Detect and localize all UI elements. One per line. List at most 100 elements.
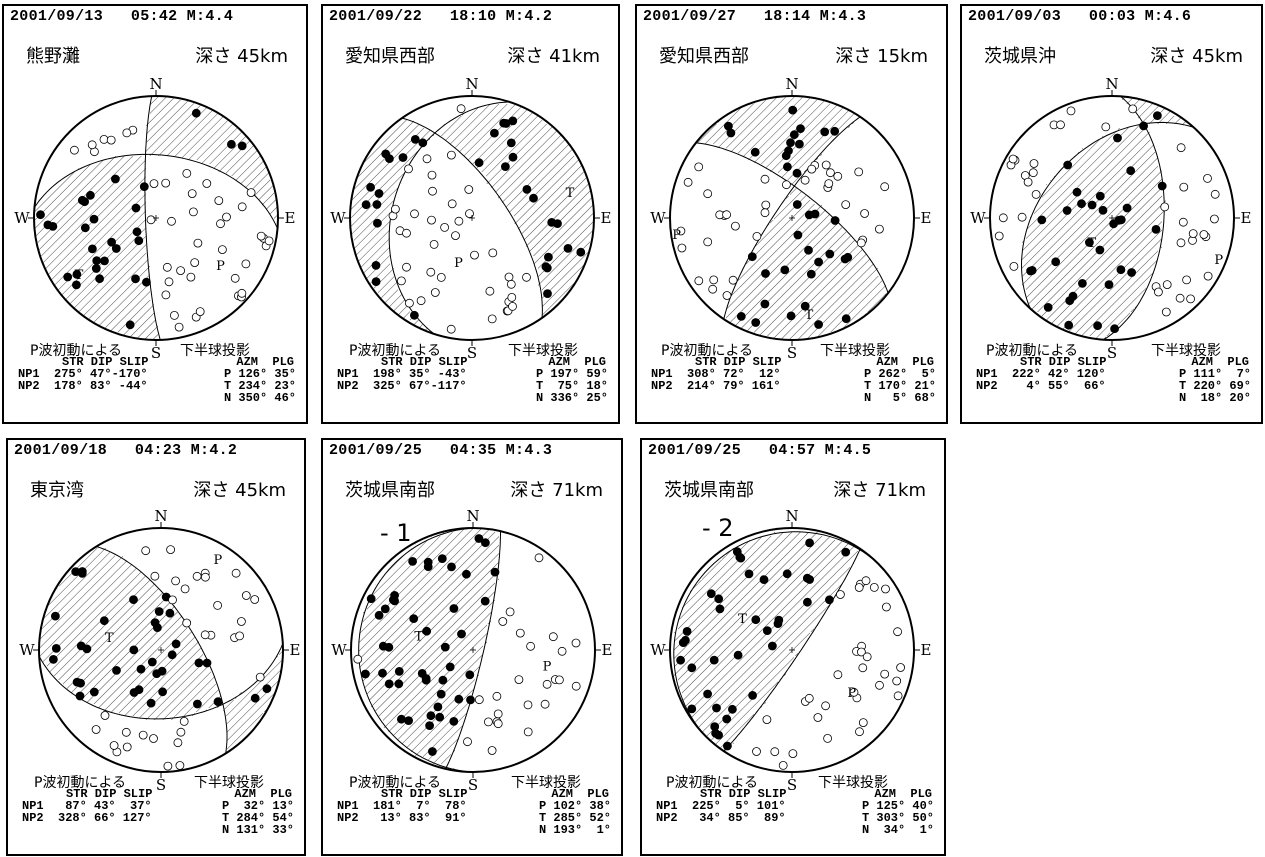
compression-dot [500, 162, 510, 172]
dilatation-dot [722, 291, 732, 300]
t-axis-label: T [566, 186, 575, 201]
dilatation-dot [237, 202, 247, 212]
dilatation-dot [752, 747, 761, 756]
compression-dot [384, 154, 394, 164]
dilatation-dot [1203, 271, 1213, 281]
compression-dot [759, 575, 769, 584]
axis-header: AZM PLG [874, 787, 932, 801]
compression-dot [425, 721, 435, 730]
compression-dot [841, 314, 851, 324]
compression-dot [147, 657, 157, 667]
east-label: E [602, 641, 613, 659]
compression-dot [542, 263, 552, 273]
dilatation-dot [788, 749, 798, 758]
depth-label: 深さ 15km [835, 46, 928, 67]
dilatation-dot [163, 761, 173, 771]
compression-dot [840, 254, 850, 264]
compression-dot [165, 608, 175, 618]
dilatation-dot [858, 718, 868, 727]
dilatation-dot [557, 646, 567, 656]
dilatation-dot [861, 576, 871, 586]
location-label: 茨城県南部 [345, 480, 435, 501]
compression-dot [1095, 191, 1105, 201]
dilatation-dot [1182, 275, 1191, 285]
p-axis-label: P [1214, 253, 1223, 268]
compression-dot [747, 252, 757, 262]
compression-dot [43, 220, 53, 230]
compression-dot [378, 668, 387, 678]
compression-dot [678, 638, 688, 647]
compression-dot [543, 289, 552, 299]
compression-dot [489, 128, 499, 138]
compression-dot [111, 244, 121, 253]
compression-dot [1065, 296, 1075, 306]
compression-dot [723, 741, 732, 751]
compression-dot [92, 256, 102, 266]
dilatation-dot [833, 670, 843, 680]
dilatation-dot [821, 160, 831, 170]
p-axis-values: P 111° 7° [1178, 367, 1251, 381]
dilatation-dot [823, 734, 832, 743]
compression-dot [167, 650, 177, 660]
dilatation-dot [571, 681, 581, 691]
axis-header: AZM PLG [876, 355, 934, 369]
dilatation-dot [440, 222, 450, 232]
compression-dot [91, 264, 101, 273]
compression-dot [371, 277, 381, 287]
dilatation-dot [694, 276, 704, 286]
dilatation-dot [422, 154, 432, 164]
np2-label: NP2 [337, 379, 359, 393]
np2-label: NP2 [22, 811, 44, 825]
compression-dot [1064, 320, 1074, 330]
dilatation-dot [122, 742, 132, 752]
np1-values: 198° 35° -43° [373, 367, 467, 381]
compression-dot [1043, 302, 1053, 312]
compression-dot [36, 210, 45, 220]
dilatation-dot [761, 200, 771, 210]
np2-values: 328° 66° 127° [58, 811, 152, 825]
compression-dot [112, 666, 121, 675]
p-axis-label: P [543, 660, 552, 675]
p-axis-values: P 126° 35° [223, 367, 296, 381]
t-axis-values: T 284° 54° [221, 811, 294, 825]
projection-label: 下半球投影 [818, 775, 888, 791]
dilatation-dot [1154, 287, 1163, 297]
dilatation-dot [1176, 238, 1186, 248]
table-header: STR DIP SLIP [1020, 355, 1107, 369]
west-label: W [19, 641, 35, 659]
np2-label: NP2 [18, 379, 40, 393]
t-axis-values: T 220° 69° [1178, 379, 1251, 393]
dilatation-dot [180, 584, 190, 594]
dilatation-dot [487, 314, 497, 324]
dilatation-dot [807, 164, 817, 174]
compression-dot [712, 703, 721, 713]
depth-label: 深さ 41km [507, 46, 600, 67]
compression-dot [508, 152, 518, 162]
compression-dot [146, 698, 156, 708]
t-axis-label: T [1087, 236, 1096, 251]
dilatation-dot [200, 630, 210, 640]
dilatation-dot [138, 730, 148, 740]
dilatation-dot [896, 663, 905, 672]
compression-dot [427, 747, 437, 756]
method-label: P波初動による [661, 343, 754, 359]
compression-dot [490, 567, 500, 577]
dilatation-dot [404, 164, 413, 174]
dilatation-dot [175, 761, 185, 770]
np2-label: NP2 [656, 811, 678, 825]
compression-dot [374, 189, 384, 198]
np1-values: 308° 72° 12° [687, 367, 781, 381]
dilatation-dot [193, 238, 203, 248]
dilatation-dot [429, 239, 439, 249]
dilatation-dot [171, 576, 181, 586]
dilatation-dot [708, 284, 718, 294]
compression-dot [139, 182, 149, 192]
east-label: E [290, 641, 301, 659]
compression-dot [95, 274, 104, 284]
compression-dot [783, 162, 792, 172]
p-axis-label: P [847, 686, 856, 701]
dilatation-dot [167, 216, 176, 226]
depth-label: 深さ 45km [1150, 46, 1243, 67]
compression-dot [125, 320, 135, 330]
compression-dot [714, 730, 723, 740]
